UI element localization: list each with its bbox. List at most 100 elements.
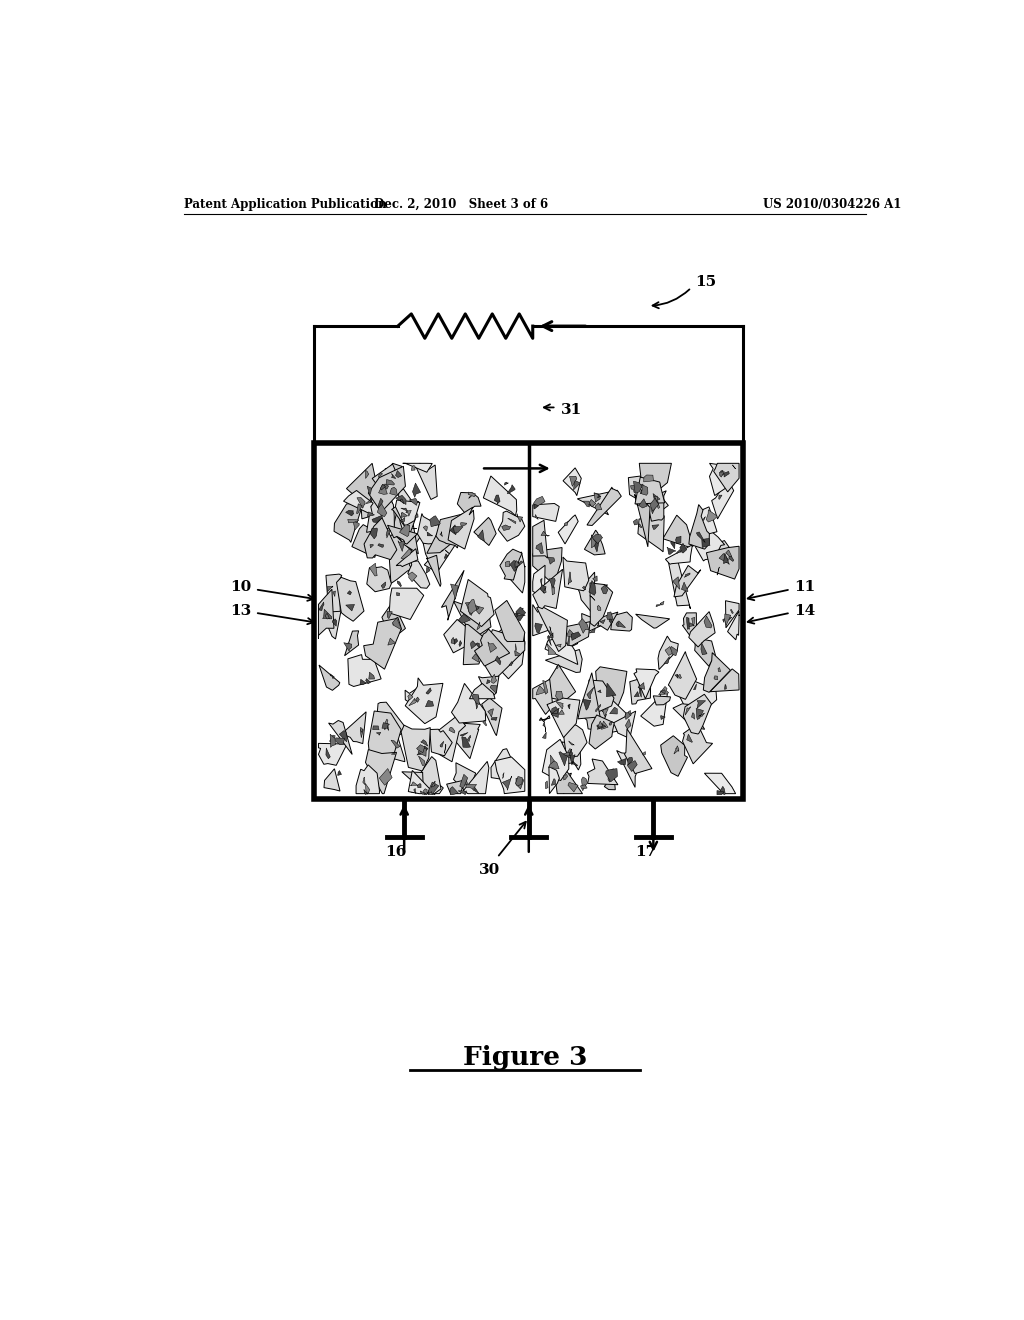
Polygon shape	[674, 746, 679, 754]
Polygon shape	[339, 730, 347, 742]
Polygon shape	[685, 706, 691, 715]
Polygon shape	[650, 498, 658, 511]
Polygon shape	[368, 512, 375, 516]
Polygon shape	[465, 602, 475, 615]
Polygon shape	[418, 748, 426, 756]
Polygon shape	[559, 751, 567, 766]
Polygon shape	[630, 676, 651, 704]
Polygon shape	[396, 593, 399, 595]
Polygon shape	[730, 609, 733, 614]
Polygon shape	[386, 531, 390, 539]
Polygon shape	[568, 741, 574, 746]
Polygon shape	[582, 614, 601, 634]
Polygon shape	[651, 503, 656, 513]
Polygon shape	[427, 532, 432, 536]
Polygon shape	[360, 727, 362, 733]
Polygon shape	[634, 692, 639, 697]
Polygon shape	[372, 465, 401, 502]
Polygon shape	[436, 513, 465, 548]
Polygon shape	[714, 676, 718, 680]
Polygon shape	[373, 726, 379, 730]
Polygon shape	[449, 507, 474, 549]
Polygon shape	[515, 561, 520, 568]
Polygon shape	[724, 471, 729, 477]
Polygon shape	[725, 614, 731, 626]
Polygon shape	[701, 507, 717, 533]
Polygon shape	[564, 521, 567, 525]
Text: 30: 30	[478, 863, 500, 876]
Polygon shape	[444, 553, 447, 558]
Polygon shape	[609, 708, 617, 714]
Polygon shape	[401, 512, 408, 517]
Polygon shape	[318, 602, 324, 611]
Polygon shape	[644, 475, 653, 482]
Polygon shape	[662, 689, 666, 694]
Polygon shape	[653, 494, 660, 502]
Polygon shape	[543, 739, 568, 780]
Polygon shape	[449, 727, 455, 733]
Polygon shape	[495, 601, 524, 642]
Polygon shape	[330, 735, 335, 743]
Polygon shape	[472, 787, 479, 793]
Polygon shape	[628, 758, 633, 766]
Polygon shape	[597, 725, 599, 729]
Polygon shape	[569, 477, 577, 486]
Polygon shape	[589, 587, 594, 593]
Polygon shape	[409, 771, 430, 793]
Polygon shape	[669, 556, 690, 609]
Polygon shape	[458, 492, 481, 513]
Polygon shape	[563, 723, 587, 756]
Polygon shape	[379, 730, 404, 762]
Polygon shape	[378, 544, 384, 548]
Polygon shape	[717, 791, 724, 795]
Polygon shape	[696, 709, 703, 719]
Polygon shape	[640, 688, 641, 697]
Polygon shape	[505, 561, 510, 566]
Polygon shape	[634, 519, 638, 525]
Polygon shape	[616, 751, 644, 787]
Polygon shape	[720, 787, 725, 795]
Polygon shape	[556, 742, 579, 764]
Polygon shape	[421, 739, 428, 746]
Polygon shape	[694, 638, 716, 667]
Polygon shape	[383, 463, 402, 482]
Polygon shape	[590, 583, 612, 626]
Polygon shape	[360, 680, 367, 685]
Polygon shape	[399, 524, 410, 537]
Polygon shape	[712, 479, 733, 519]
Polygon shape	[669, 652, 696, 700]
Polygon shape	[601, 585, 608, 594]
Polygon shape	[389, 589, 424, 619]
Polygon shape	[639, 463, 672, 495]
Polygon shape	[638, 516, 665, 552]
Polygon shape	[430, 516, 440, 527]
Polygon shape	[549, 632, 553, 638]
Polygon shape	[677, 675, 681, 678]
Polygon shape	[665, 647, 673, 656]
Polygon shape	[673, 704, 705, 730]
Polygon shape	[357, 498, 365, 508]
Polygon shape	[567, 632, 569, 645]
Polygon shape	[724, 684, 726, 689]
Polygon shape	[474, 517, 497, 545]
Polygon shape	[594, 492, 598, 498]
Polygon shape	[419, 756, 425, 766]
Polygon shape	[634, 482, 642, 494]
Polygon shape	[326, 574, 342, 612]
Polygon shape	[428, 792, 435, 795]
Polygon shape	[596, 705, 601, 711]
Polygon shape	[348, 655, 381, 686]
Polygon shape	[461, 579, 495, 627]
Polygon shape	[503, 772, 504, 779]
Polygon shape	[503, 776, 512, 791]
Polygon shape	[710, 669, 739, 692]
Polygon shape	[509, 661, 513, 665]
Polygon shape	[563, 557, 589, 591]
Polygon shape	[584, 585, 607, 602]
Polygon shape	[507, 484, 515, 494]
Polygon shape	[617, 620, 626, 627]
Polygon shape	[486, 680, 489, 684]
Polygon shape	[639, 685, 640, 690]
Polygon shape	[319, 665, 340, 690]
Polygon shape	[604, 767, 615, 789]
